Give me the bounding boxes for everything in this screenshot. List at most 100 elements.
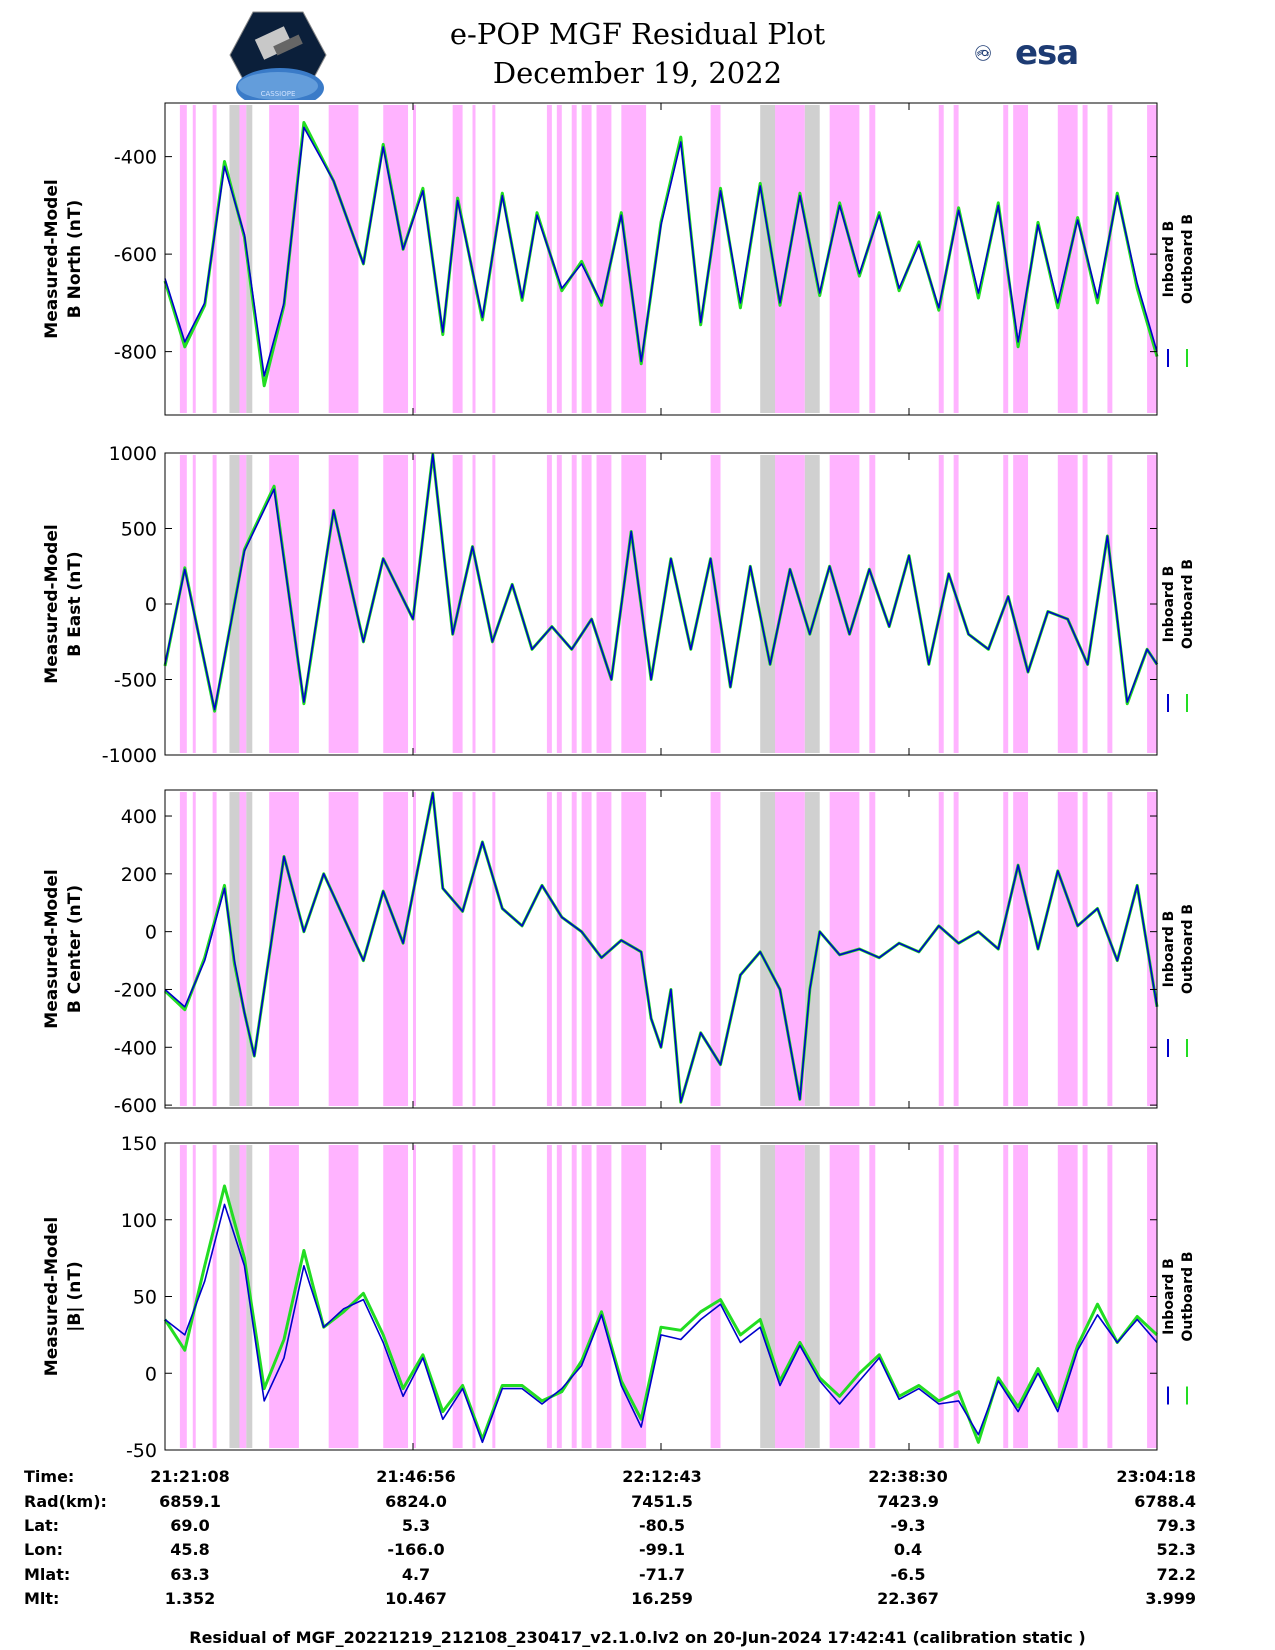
pink-band xyxy=(596,1145,612,1448)
pink-band xyxy=(938,105,944,413)
y-tick-label: -400 xyxy=(114,1037,157,1059)
pink-band xyxy=(621,1145,647,1448)
table-cell: -80.5 xyxy=(639,1516,685,1535)
gray-band xyxy=(229,105,240,413)
table-row-label: Time: xyxy=(24,1467,74,1486)
pink-band xyxy=(869,792,876,1106)
pink-band xyxy=(212,1145,217,1448)
pink-band xyxy=(492,105,496,413)
table-cell: 3.999 xyxy=(1145,1589,1196,1608)
pink-band xyxy=(383,1145,409,1448)
y-tick-label: 0 xyxy=(145,1363,157,1385)
pink-band xyxy=(1057,792,1078,1106)
legend-inboard-label: Inboard B xyxy=(1161,566,1177,643)
pink-band xyxy=(710,105,721,413)
pink-band xyxy=(179,105,187,413)
pink-band xyxy=(938,1145,944,1448)
legend-outboard-label: Outboard B xyxy=(1180,214,1196,304)
y-tick-label: -500 xyxy=(114,670,157,692)
table-cell: 79.3 xyxy=(1157,1516,1196,1535)
y-tick-label: 200 xyxy=(121,864,157,886)
gray-band xyxy=(804,455,820,753)
pink-band xyxy=(581,455,592,753)
pink-band xyxy=(383,792,409,1106)
table-cell: 6824.0 xyxy=(385,1492,447,1511)
pink-band xyxy=(492,455,496,753)
pink-band xyxy=(452,792,463,1106)
table-cell: 6859.1 xyxy=(159,1492,221,1511)
table-row-label: Rad(km): xyxy=(24,1492,107,1511)
esa-logo-text: esa xyxy=(1015,33,1079,73)
table-cell: 6788.4 xyxy=(1134,1492,1196,1511)
pink-band xyxy=(953,455,959,753)
pink-band xyxy=(1057,1145,1078,1448)
pink-band xyxy=(581,1145,592,1448)
pink-band xyxy=(472,455,476,753)
y-tick-label: -400 xyxy=(114,147,157,169)
pink-band xyxy=(571,105,577,413)
pink-band xyxy=(1003,1145,1009,1448)
cassiope-logo: CASSIOPE xyxy=(229,11,327,100)
pink-band xyxy=(556,792,562,1106)
table-cell: -6.5 xyxy=(891,1565,926,1584)
y-tick-label: -600 xyxy=(114,1095,157,1117)
table-cell: 7423.9 xyxy=(877,1492,939,1511)
pink-band xyxy=(938,792,944,1106)
y-tick-label: 1000 xyxy=(109,443,157,465)
pink-band xyxy=(179,792,187,1106)
pink-band xyxy=(710,1145,721,1448)
pink-band xyxy=(869,105,876,413)
pink-band xyxy=(492,792,496,1106)
footer-caption: Residual of MGF_20221219_212108_230417_v… xyxy=(189,1628,1086,1647)
pink-band xyxy=(1013,792,1029,1106)
pink-band xyxy=(621,105,647,413)
pink-band xyxy=(1082,1145,1088,1448)
y-tick-label: -600 xyxy=(114,244,157,266)
y-tick-label: 100 xyxy=(121,1210,157,1232)
pink-band xyxy=(413,105,416,413)
table-cell: -166.0 xyxy=(387,1540,444,1559)
inboard-series-line xyxy=(164,792,1158,1103)
pink-band xyxy=(269,105,299,413)
pink-band xyxy=(556,1145,562,1448)
y-axis-title: Measured-Model xyxy=(42,524,62,683)
pink-band xyxy=(452,1145,463,1448)
y-tick-label: -800 xyxy=(114,342,157,364)
y-tick-label: -200 xyxy=(114,979,157,1001)
table-cell: -99.1 xyxy=(639,1540,685,1559)
pink-band xyxy=(1147,792,1157,1106)
table-cell: 22:38:30 xyxy=(868,1467,948,1486)
pink-band xyxy=(546,105,552,413)
pink-band xyxy=(192,105,196,413)
pink-band xyxy=(452,455,463,753)
pink-band xyxy=(1003,792,1009,1106)
y-tick-label: 500 xyxy=(121,519,157,541)
pink-band xyxy=(472,792,476,1106)
pink-band xyxy=(1107,1145,1113,1448)
pink-band xyxy=(1107,792,1113,1106)
table-cell: 69.0 xyxy=(170,1516,209,1535)
legend-outboard-label: Outboard B xyxy=(1180,904,1196,994)
pink-band xyxy=(1107,105,1113,413)
table-cell: -9.3 xyxy=(891,1516,926,1535)
pink-band xyxy=(869,1145,876,1448)
pink-band xyxy=(328,792,359,1106)
gray-band xyxy=(246,792,253,1106)
gray-band xyxy=(760,105,776,413)
pink-band xyxy=(829,455,860,753)
y-axis-title: |B| (nT) xyxy=(65,1261,85,1332)
pink-band xyxy=(192,455,196,753)
pink-band xyxy=(596,105,612,413)
y-axis-title: B East (nT) xyxy=(65,551,85,656)
table-cell: 23:04:18 xyxy=(1116,1467,1196,1486)
inboard-series-line xyxy=(164,1203,1158,1444)
pink-band xyxy=(829,1145,860,1448)
gray-band xyxy=(246,455,253,753)
legend-inboard-label: Inboard B xyxy=(1161,1258,1177,1335)
pink-band xyxy=(212,792,217,1106)
table-cell: -71.7 xyxy=(639,1565,685,1584)
plot-title: e-POP MGF Residual Plot xyxy=(449,17,826,51)
pink-band xyxy=(472,105,476,413)
gray-band xyxy=(804,792,820,1106)
pink-band xyxy=(1082,455,1088,753)
